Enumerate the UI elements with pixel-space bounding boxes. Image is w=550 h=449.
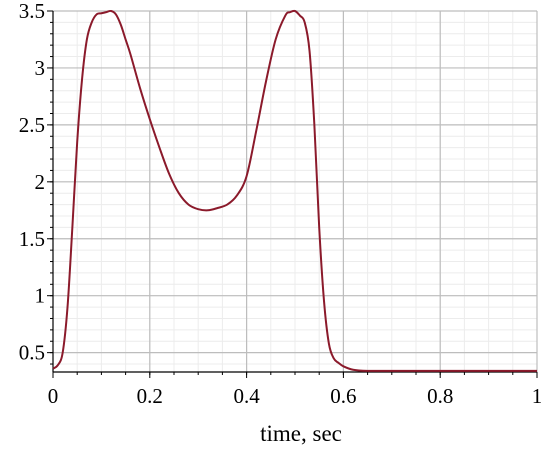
y-tick-label: 2.5: [19, 113, 45, 137]
series: [52, 9, 537, 372]
x-axis-title: time, sec: [260, 421, 342, 446]
y-tick-label: 1.5: [19, 227, 45, 251]
minor-grid: [53, 11, 537, 372]
y-tick-label: 3: [35, 56, 46, 80]
series-line: [52, 9, 537, 372]
y-tick-label: 3.5: [19, 0, 45, 23]
y-tick-label: 0.5: [19, 341, 45, 365]
y-tick-label: 1: [35, 284, 46, 308]
x-tick-label: 1: [532, 384, 543, 408]
x-tick-label: 0.6: [330, 384, 356, 408]
x-tick-label: 0.8: [427, 384, 453, 408]
x-tick-label: 0: [48, 384, 59, 408]
y-axis-ticks: 0.5 1 1.5 2 2.5 3 3.5: [19, 0, 53, 365]
x-axis-ticks: 0 0.2 0.4 0.6 0.8 1: [48, 372, 543, 408]
x-tick-label: 0.2: [137, 384, 163, 408]
x-tick-label: 0.4: [233, 384, 260, 408]
y-tick-label: 2: [35, 170, 46, 194]
